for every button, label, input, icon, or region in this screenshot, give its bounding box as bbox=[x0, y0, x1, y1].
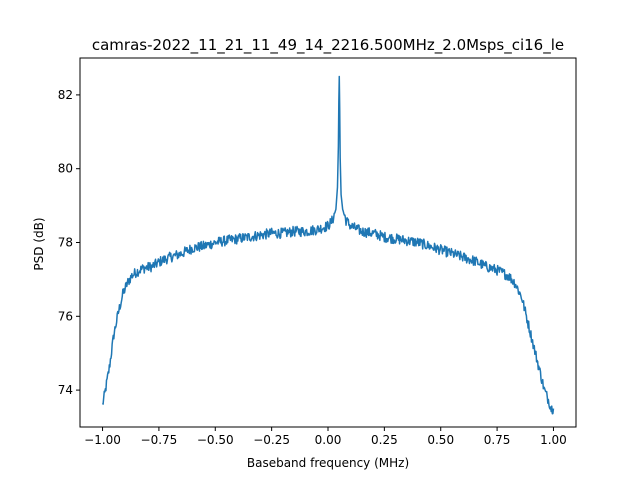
x-tick-label: −0.75 bbox=[141, 433, 178, 447]
x-tick-label: −0.50 bbox=[197, 433, 234, 447]
x-axis-ticks: −1.00 −0.75 −0.50 −0.25 0.00 0.25 0.50 0.75 1.00 bbox=[84, 427, 567, 447]
x-tick-label: −1.00 bbox=[84, 433, 121, 447]
y-axis-label: PSD (dB) bbox=[32, 217, 46, 270]
chart-title: camras-2022_11_21_11_49_14_2216.500MHz_2… bbox=[92, 36, 564, 55]
y-tick-label: 82 bbox=[58, 88, 73, 102]
x-tick-label: 0.00 bbox=[315, 433, 342, 447]
x-tick-label: 0.50 bbox=[427, 433, 454, 447]
y-tick-label: 80 bbox=[58, 162, 73, 176]
x-tick-label: 0.25 bbox=[371, 433, 398, 447]
x-axis-label: Baseband frequency (MHz) bbox=[247, 456, 409, 470]
y-tick-label: 76 bbox=[58, 309, 73, 323]
x-tick-label: 1.00 bbox=[540, 433, 567, 447]
plot-area bbox=[101, 75, 555, 415]
x-tick-label: −0.25 bbox=[253, 433, 290, 447]
x-tick-label: 0.75 bbox=[484, 433, 511, 447]
y-axis-ticks: 74 76 78 80 82 bbox=[58, 88, 80, 397]
psd-series-line bbox=[101, 75, 555, 415]
y-tick-label: 74 bbox=[58, 383, 73, 397]
y-tick-label: 78 bbox=[58, 236, 73, 250]
axes-frame bbox=[79, 57, 577, 428]
